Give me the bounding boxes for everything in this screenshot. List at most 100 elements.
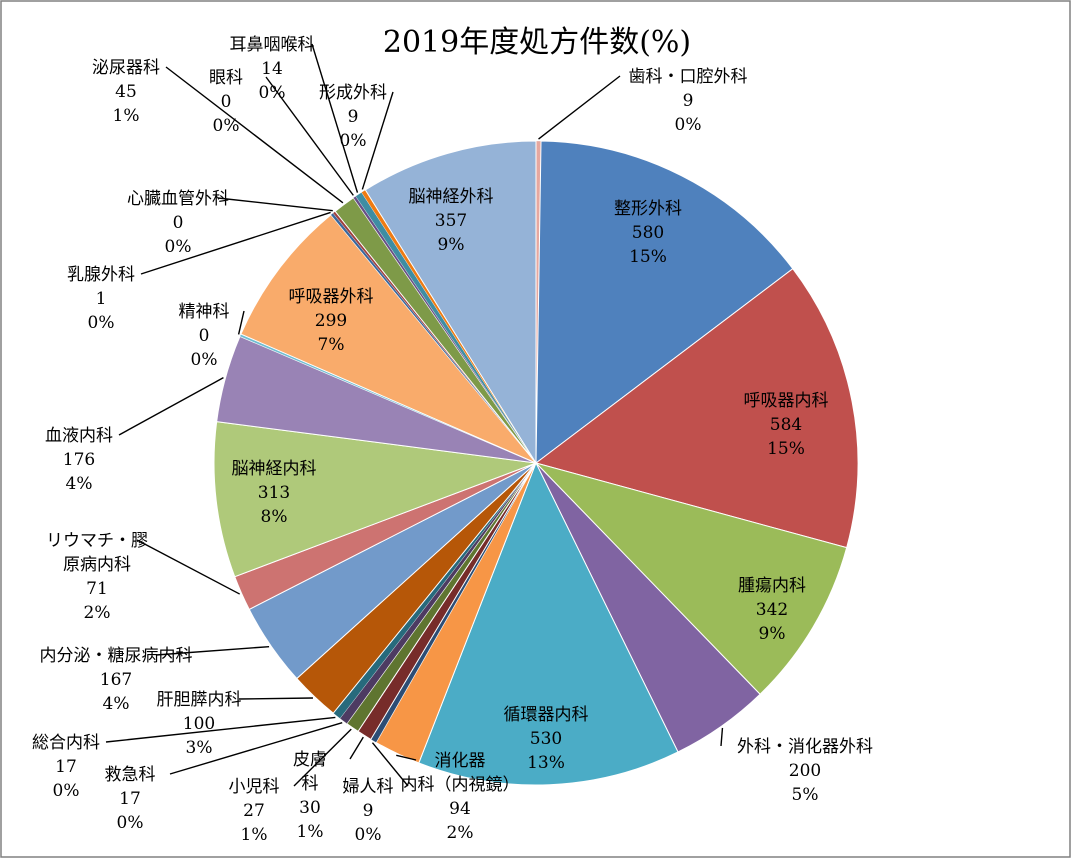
data-label: 0% bbox=[117, 813, 144, 833]
data-label: 9% bbox=[438, 235, 465, 255]
data-label: 小児科 bbox=[229, 777, 280, 797]
data-label: 580 bbox=[632, 223, 664, 243]
data-label: 584 bbox=[770, 415, 802, 435]
data-label: 耳鼻咽喉科 bbox=[230, 35, 315, 55]
pie-slice bbox=[534, 268, 859, 549]
data-label: 歯科・口腔外科 bbox=[629, 67, 748, 87]
data-label: 8% bbox=[261, 507, 288, 527]
leader-line bbox=[293, 728, 352, 787]
data-label: 342 bbox=[756, 600, 788, 620]
data-label: 心臓血管外科 bbox=[127, 189, 229, 209]
data-label: 精神科 bbox=[179, 302, 230, 322]
data-label: 腫瘍内科 bbox=[738, 576, 806, 596]
data-label: 100 bbox=[183, 714, 215, 734]
data-label: 0 bbox=[199, 326, 210, 346]
data-label: 530 bbox=[530, 729, 562, 749]
data-label: 婦人科 bbox=[343, 777, 394, 797]
data-label: 299 bbox=[315, 311, 347, 331]
data-label: 1% bbox=[297, 822, 324, 842]
data-label: 泌尿器科 bbox=[92, 58, 160, 78]
chart-title: 2019年度処方件数(%) bbox=[383, 25, 691, 60]
data-label: 脳神経外科 bbox=[409, 187, 494, 207]
data-label: 形成外科 bbox=[319, 83, 387, 103]
leader-line bbox=[265, 76, 354, 196]
data-label: 1% bbox=[113, 106, 140, 126]
leader-line bbox=[720, 727, 724, 747]
data-label: 皮膚 bbox=[293, 750, 327, 770]
pie-slice bbox=[535, 140, 794, 465]
data-label: 5% bbox=[792, 785, 819, 805]
data-label: 30 bbox=[299, 798, 321, 818]
data-label: 9 bbox=[363, 801, 374, 821]
leader-line bbox=[155, 645, 270, 656]
data-label: 0 bbox=[221, 92, 232, 112]
data-label: 内科（内視鏡） bbox=[401, 775, 520, 795]
data-label: 1% bbox=[241, 825, 268, 845]
data-label: 0% bbox=[259, 83, 286, 103]
data-label: 4% bbox=[103, 694, 130, 714]
leader-line bbox=[538, 75, 621, 140]
data-label: 外科・消化器外科 bbox=[737, 737, 873, 757]
data-label: 3% bbox=[186, 738, 213, 758]
pie-slice bbox=[534, 462, 848, 695]
data-label: 9% bbox=[759, 624, 786, 644]
data-label: 0% bbox=[675, 115, 702, 135]
data-label: 313 bbox=[258, 483, 290, 503]
data-label: 9 bbox=[348, 107, 359, 127]
leader-line bbox=[361, 91, 394, 190]
data-label: 原病内科 bbox=[63, 555, 131, 575]
pie-slice bbox=[240, 214, 537, 464]
leader-line bbox=[140, 211, 331, 275]
leader-line bbox=[217, 197, 333, 212]
data-label: 2% bbox=[84, 603, 111, 623]
leader-line bbox=[237, 310, 245, 335]
data-label: 14 bbox=[261, 59, 283, 79]
data-label: 消化器 bbox=[435, 751, 486, 771]
data-label: 2% bbox=[447, 823, 474, 843]
leader-line bbox=[349, 736, 364, 760]
pie-slice bbox=[364, 140, 537, 465]
data-label: 17 bbox=[55, 757, 77, 777]
data-label: 0 bbox=[173, 213, 184, 233]
data-label: 0% bbox=[340, 131, 367, 151]
leader-line bbox=[238, 697, 313, 700]
pie-slice bbox=[213, 421, 537, 578]
data-label: リウマチ・膠 bbox=[46, 531, 148, 551]
data-label: 0% bbox=[165, 237, 192, 257]
data-label: 71 bbox=[86, 579, 108, 599]
data-label: 乳腺外科 bbox=[67, 265, 135, 285]
leader-line bbox=[396, 754, 417, 761]
data-label: 7% bbox=[318, 335, 345, 355]
leader-line bbox=[165, 66, 344, 204]
data-label: 17 bbox=[119, 789, 141, 809]
data-label: 15% bbox=[767, 439, 805, 459]
data-label: 眼科 bbox=[209, 68, 243, 88]
leader-line bbox=[169, 721, 343, 775]
data-label: 呼吸器内科 bbox=[744, 391, 829, 411]
leader-line bbox=[371, 742, 409, 787]
leader-line bbox=[105, 716, 336, 743]
data-label: 0% bbox=[213, 116, 240, 136]
data-label: 0% bbox=[355, 825, 382, 845]
data-label: 内分泌・糖尿病内科 bbox=[40, 646, 193, 666]
data-label: 0% bbox=[191, 350, 218, 370]
data-label: 94 bbox=[449, 799, 471, 819]
data-label: 整形外科 bbox=[614, 199, 682, 219]
data-label: 9 bbox=[683, 91, 694, 111]
pie-slice bbox=[418, 461, 679, 786]
data-label: 4% bbox=[66, 474, 93, 494]
data-label: 167 bbox=[100, 670, 132, 690]
data-label: 循環器内科 bbox=[504, 705, 589, 725]
data-label: 呼吸器外科 bbox=[289, 287, 374, 307]
data-label: 0% bbox=[53, 781, 80, 801]
leader-line bbox=[311, 43, 359, 193]
data-label: 200 bbox=[789, 761, 821, 781]
data-label: 科 bbox=[302, 774, 319, 794]
data-label: 357 bbox=[435, 211, 467, 231]
data-label: 脳神経内科 bbox=[232, 459, 317, 479]
data-label: 176 bbox=[63, 450, 95, 470]
data-label: 0% bbox=[88, 313, 115, 333]
data-label: 45 bbox=[115, 82, 137, 102]
